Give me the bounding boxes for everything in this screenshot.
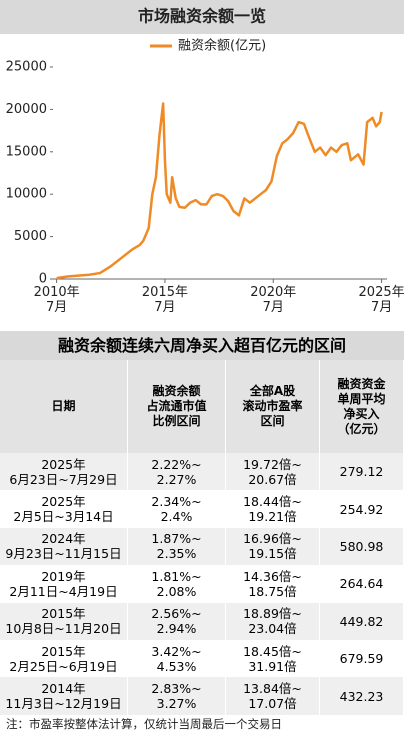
table-cell: 2024年 9月23日~11月15日 — [0, 527, 128, 566]
y-tick-label: 5000 — [14, 229, 47, 244]
table-cell: 264.64 — [320, 565, 404, 603]
table-cell: 18.44倍~ 19.21倍 — [226, 490, 320, 528]
y-tick-label: 0 — [39, 272, 47, 287]
table-row: 2015年 10月8日~11月20日 2.56%~ 2.94% 18.89倍~ 23… — [0, 602, 404, 640]
table-cell: 3.42%~ 4.53% — [128, 639, 226, 678]
table-cell: 19.72倍~ 20.67倍 — [226, 453, 320, 491]
table-row: 2024年 9月23日~11月15日 1.87%~ 2.35% 16.96倍~ 19… — [0, 527, 404, 566]
table-row: 2014年 11月3日~12月19日 2.83%~ 3.27% 13.84倍~ 17… — [0, 677, 404, 715]
header-cell: 全部A股 滚动市盈率 区间 — [226, 360, 320, 453]
table-cell: 13.84倍~ 17.07倍 — [226, 677, 320, 715]
table-cell: 580.98 — [320, 527, 404, 566]
x-tick-label: 2015年 7月 — [141, 285, 188, 315]
table-cell: 2.83%~ 3.27% — [128, 677, 226, 715]
table-cell: 2.22%~ 2.27% — [128, 453, 226, 491]
y-tick-label: 20000 — [6, 102, 47, 117]
table-cell: 14.36倍~ 18.75倍 — [226, 565, 320, 603]
table-cell: 279.12 — [320, 453, 404, 491]
table-cell: 2025年 2月5日~3月14日 — [0, 490, 128, 528]
table-title: 融资余额连续六周净买入超百亿元的区间 — [0, 331, 404, 360]
table-cell: 16.96倍~ 19.15倍 — [226, 527, 320, 566]
legend-label: 融资余额(亿元) — [178, 38, 266, 54]
table-cell: 2025年 6月23日~7月29日 — [0, 453, 128, 491]
x-tick-label: 2020年 7月 — [250, 285, 297, 315]
table-row: 2015年 2月25日~6月19日 3.42%~ 4.53% 18.45倍~ 31.… — [0, 639, 404, 678]
chart-title: 市场融资余额一览 — [138, 7, 266, 26]
table-cell: 2019年 2月11日~4月19日 — [0, 565, 128, 603]
table-cell: 254.92 — [320, 490, 404, 528]
table-cell: 2015年 2月25日~6月19日 — [0, 639, 128, 678]
table-cell: 2014年 11月3日~12月19日 — [0, 677, 128, 715]
header-cell: 融资余额 占流通市值 比例区间 — [128, 360, 226, 453]
header-row: 日期 融资余额 占流通市值 比例区间 全部A股 滚动市盈率 区间 融资资金 单周平均 … — [0, 360, 404, 453]
table-cell: 18.89倍~ 23.04倍 — [226, 602, 320, 640]
table-row: 2025年 6月23日~7月29日 2.22%~ 2.27% 19.72倍~ 20.… — [0, 453, 404, 491]
x-tick-label: 2025年 7月 — [358, 285, 404, 315]
table-row: 2019年 2月11日~4月19日 1.81%~ 2.08% 14.36倍~ 18.… — [0, 565, 404, 603]
table-row: 2025年 2月5日~3月14日 2.34%~ 2.4% 18.44倍~ 19.21… — [0, 490, 404, 528]
table-cell: 449.82 — [320, 602, 404, 640]
table-cell: 1.81%~ 2.08% — [128, 565, 226, 603]
y-tick-label: 15000 — [6, 144, 47, 159]
title-bar — [0, 0, 404, 34]
table-cell: 2.34%~ 2.4% — [128, 490, 226, 528]
table-cell: 1.87%~ 2.35% — [128, 527, 226, 566]
chart: 市场融资余额一览 融资余额(亿元) 0 5000 10000 15000 20000 250… — [0, 0, 404, 287]
table-cell: 18.45倍~ 31.91倍 — [226, 639, 320, 678]
table-cell: 2.56%~ 2.94% — [128, 602, 226, 640]
header-cell: 日期 — [0, 360, 128, 453]
x-tick-label: 2010年 7月 — [33, 285, 80, 315]
note: 注：市盈率按整体法计算，仅统计当周最后一个交易日 — [6, 717, 282, 731]
y-tick-label: 10000 — [6, 187, 47, 202]
header-cell: 融资资金 单周平均 净买入 （亿元） — [320, 360, 404, 453]
table: 融资余额连续六周净买入超百亿元的区间 日期 融资余额 占流通市值 比例区间 全部A股… — [0, 331, 404, 715]
table-cell: 679.59 — [320, 639, 404, 678]
line — [56, 102, 383, 280]
y-tick-label: 25000 — [6, 60, 47, 75]
table-cell: 432.23 — [320, 677, 404, 715]
table-cell: 2015年 10月8日~11月20日 — [0, 602, 128, 640]
